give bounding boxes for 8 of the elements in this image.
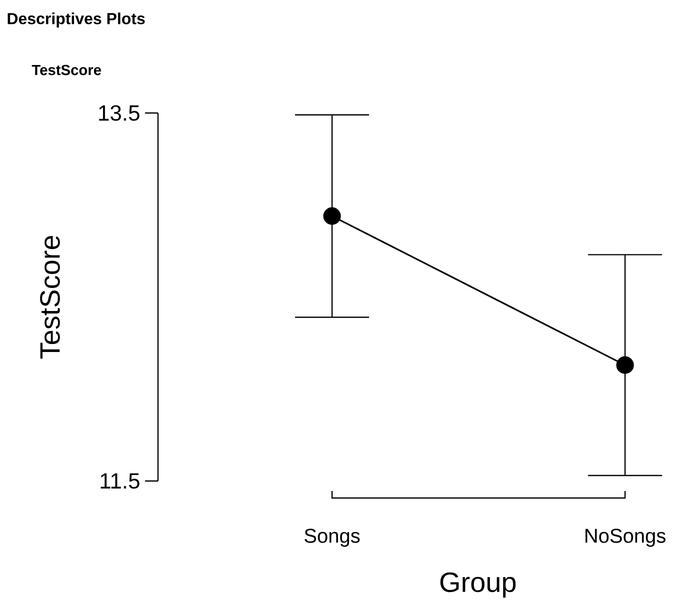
- y-axis-title: TestScore: [40, 236, 60, 359]
- y-tick-label: 13.5: [99, 105, 140, 121]
- y-tick-label: 11.5: [100, 473, 140, 489]
- x-tick-label: Songs: [304, 528, 360, 547]
- x-axis-title: Group: [440, 572, 516, 598]
- chart-title: Descriptives Plots: [8, 12, 145, 28]
- text: TestScore: [32, 64, 102, 76]
- x-tick-label: NoSongs: [586, 528, 666, 547]
